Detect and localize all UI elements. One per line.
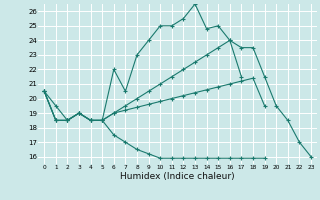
X-axis label: Humidex (Indice chaleur): Humidex (Indice chaleur): [120, 172, 235, 181]
